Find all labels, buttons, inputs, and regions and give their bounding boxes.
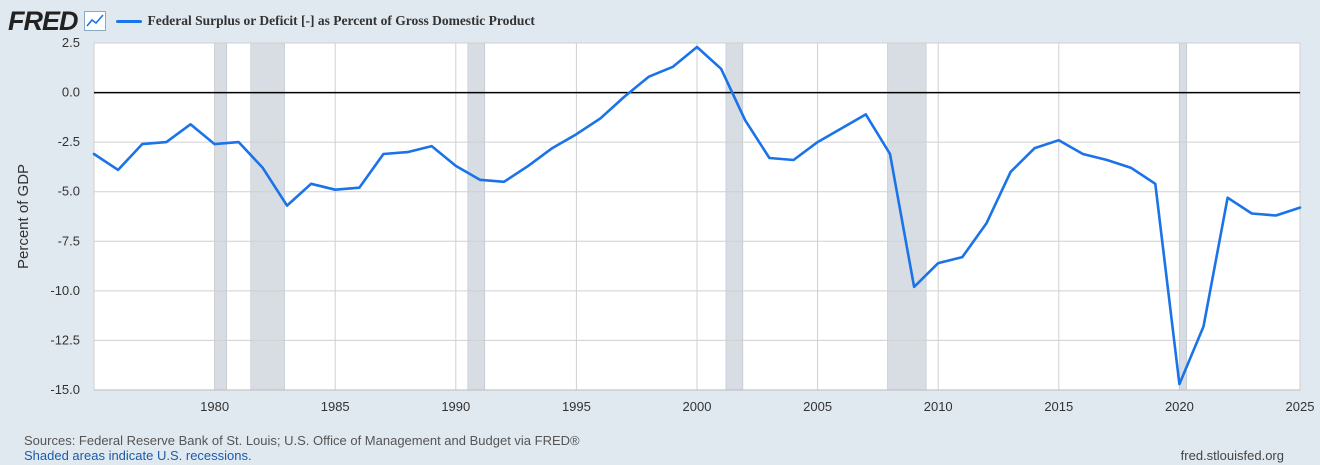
data-point (382, 153, 384, 155)
data-point (189, 123, 191, 125)
data-point (213, 143, 215, 145)
data-point (648, 76, 650, 78)
x-tick-label: 2010 (924, 399, 953, 414)
fred-logo[interactable]: FRED (8, 5, 78, 36)
y-tick-label: -5.0 (58, 184, 80, 199)
data-point (527, 165, 529, 167)
data-point (672, 66, 674, 68)
chart-header: FRED Federal Surplus or Deficit [-] as P… (8, 6, 535, 36)
x-tick-label: 2025 (1286, 399, 1315, 414)
data-point (913, 286, 915, 288)
data-point (1106, 159, 1108, 161)
data-point (889, 153, 891, 155)
recession-band (887, 42, 927, 391)
data-point (575, 133, 577, 135)
data-point (455, 165, 457, 167)
x-tick-label: 2000 (683, 399, 712, 414)
data-point (117, 169, 119, 171)
data-point (937, 262, 939, 264)
data-point (816, 141, 818, 143)
data-point (1033, 147, 1035, 149)
data-point (165, 141, 167, 143)
y-axis-label: Percent of GDP (15, 164, 32, 269)
legend-swatch (115, 19, 142, 23)
chart[interactable]: 2.5 0.0 -2.5 -5.0 -7.5 -10.0 -12.5 -15.0 1980 198… (0, 0, 1320, 430)
y-tick-label: 2.5 (62, 35, 80, 50)
x-tick-label: 2015 (1044, 399, 1073, 414)
data-point (985, 222, 987, 224)
data-point (599, 117, 601, 119)
data-point (93, 153, 95, 155)
y-tick-label: -15.0 (50, 382, 80, 397)
data-point (865, 113, 867, 115)
series-line (92, 45, 1302, 386)
data-point (720, 68, 722, 70)
data-point (1275, 214, 1277, 216)
x-tick-label: 1990 (441, 399, 470, 414)
recession-note[interactable]: Shaded areas indicate U.S. recessions. (24, 448, 252, 463)
data-point (286, 204, 288, 206)
data-point (430, 145, 432, 147)
data-point (262, 167, 264, 169)
recession-band (467, 42, 486, 391)
y-tick-label: -2.5 (58, 134, 80, 149)
data-point (768, 157, 770, 159)
data-point (334, 189, 336, 191)
data-point (238, 141, 240, 143)
data-point (310, 183, 312, 185)
recession-band (250, 42, 285, 391)
data-point (961, 256, 963, 258)
line-chart-icon (83, 11, 106, 31)
legend-label: Federal Surplus or Deficit [-] as Percen… (147, 13, 535, 28)
data-point (1130, 167, 1132, 169)
y-tick-label: -12.5 (50, 332, 80, 347)
site-url[interactable]: fred.stlouisfed.org (1180, 448, 1284, 463)
data-point (1226, 196, 1228, 198)
y-tick-label: -7.5 (58, 233, 80, 248)
sources-note: Sources: Federal Reserve Bank of St. Lou… (24, 433, 580, 448)
data-point (696, 46, 698, 48)
x-tick-label: 2005 (803, 399, 832, 414)
data-point (503, 181, 505, 183)
data-point (1082, 153, 1084, 155)
x-tick-label: 1995 (562, 399, 591, 414)
data-point (479, 179, 481, 181)
y-tick-label: 0.0 (62, 85, 80, 100)
x-tick-label: 2020 (1165, 399, 1194, 414)
data-point (1251, 212, 1253, 214)
y-tick-label: -10.0 (50, 283, 80, 298)
data-point (1299, 206, 1301, 208)
data-point (406, 151, 408, 153)
data-point (744, 119, 746, 121)
data-point (1178, 383, 1180, 385)
data-point (792, 159, 794, 161)
data-point (623, 95, 625, 97)
recession-band (214, 42, 227, 391)
data-point (1009, 171, 1011, 173)
data-point (841, 127, 843, 129)
x-tick-label: 1980 (200, 399, 229, 414)
data-point (551, 147, 553, 149)
x-tick-label: 1985 (321, 399, 350, 414)
data-point (1058, 139, 1060, 141)
data-point (1154, 183, 1156, 185)
recession-band (1179, 42, 1187, 391)
data-point (1202, 325, 1204, 327)
data-point (358, 187, 360, 189)
data-point (141, 143, 143, 145)
chart-legend[interactable]: Federal Surplus or Deficit [-] as Percen… (115, 13, 535, 29)
